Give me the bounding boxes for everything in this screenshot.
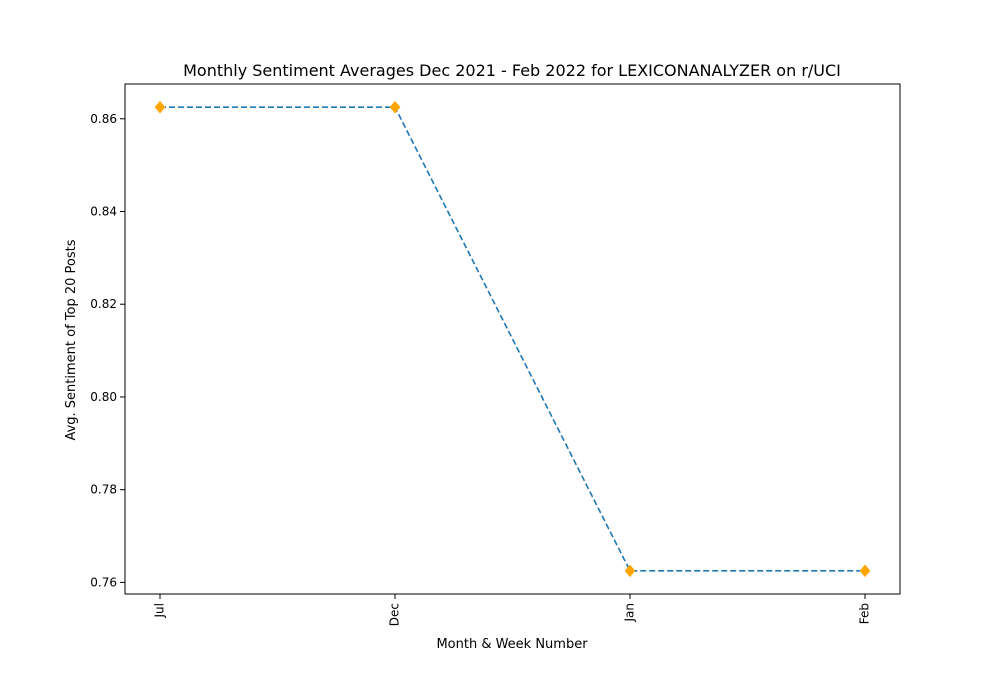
data-point bbox=[389, 100, 401, 114]
plot-area bbox=[124, 83, 901, 595]
x-tick-label: Dec bbox=[388, 603, 402, 626]
chart-title: Monthly Sentiment Averages Dec 2021 - Fe… bbox=[183, 61, 841, 80]
y-axis-label: Avg. Sentiment of Top 20 Posts bbox=[64, 239, 79, 440]
x-tick-label: Jul bbox=[153, 603, 167, 618]
x-tick-label: Feb bbox=[858, 603, 872, 624]
y-tick-label: 0.86 bbox=[90, 112, 117, 126]
series-layer bbox=[154, 100, 871, 578]
y-tick-label: 0.78 bbox=[90, 483, 117, 497]
y-axis: 0.76 0.78 0.80 0.82 0.84 0.86 bbox=[90, 112, 125, 589]
y-tick-label: 0.76 bbox=[90, 575, 117, 589]
y-tick-label: 0.84 bbox=[90, 205, 117, 219]
series-line bbox=[160, 106, 865, 572]
y-tick-label: 0.82 bbox=[90, 297, 117, 311]
data-point bbox=[859, 564, 871, 578]
x-axis-label: Month & Week Number bbox=[436, 637, 588, 652]
data-point bbox=[624, 564, 636, 578]
x-axis: Jul Dec Jan Feb bbox=[153, 594, 872, 626]
x-tick-label: Jan bbox=[623, 603, 637, 623]
data-point bbox=[154, 100, 166, 114]
y-tick-label: 0.80 bbox=[90, 390, 117, 404]
